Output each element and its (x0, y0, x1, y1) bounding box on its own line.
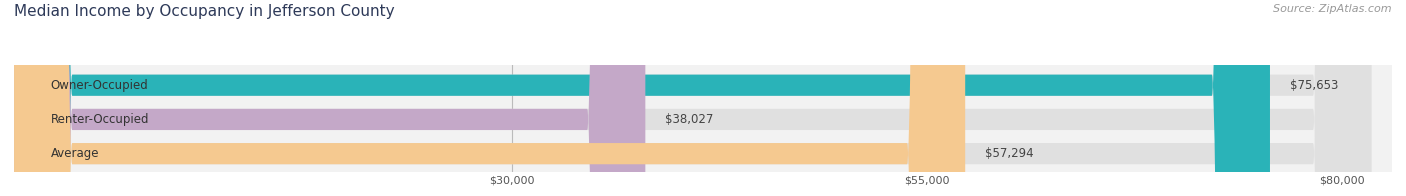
Text: $75,653: $75,653 (1289, 79, 1339, 92)
FancyBboxPatch shape (14, 0, 1371, 196)
FancyBboxPatch shape (14, 0, 965, 196)
Text: Owner-Occupied: Owner-Occupied (51, 79, 148, 92)
FancyBboxPatch shape (14, 0, 1270, 196)
Text: Median Income by Occupancy in Jefferson County: Median Income by Occupancy in Jefferson … (14, 4, 395, 19)
FancyBboxPatch shape (14, 0, 1371, 196)
Text: Renter-Occupied: Renter-Occupied (51, 113, 149, 126)
FancyBboxPatch shape (14, 0, 645, 196)
Text: $38,027: $38,027 (665, 113, 714, 126)
FancyBboxPatch shape (14, 0, 1371, 196)
Text: Source: ZipAtlas.com: Source: ZipAtlas.com (1274, 4, 1392, 14)
Text: $57,294: $57,294 (986, 147, 1033, 160)
Text: Average: Average (51, 147, 98, 160)
